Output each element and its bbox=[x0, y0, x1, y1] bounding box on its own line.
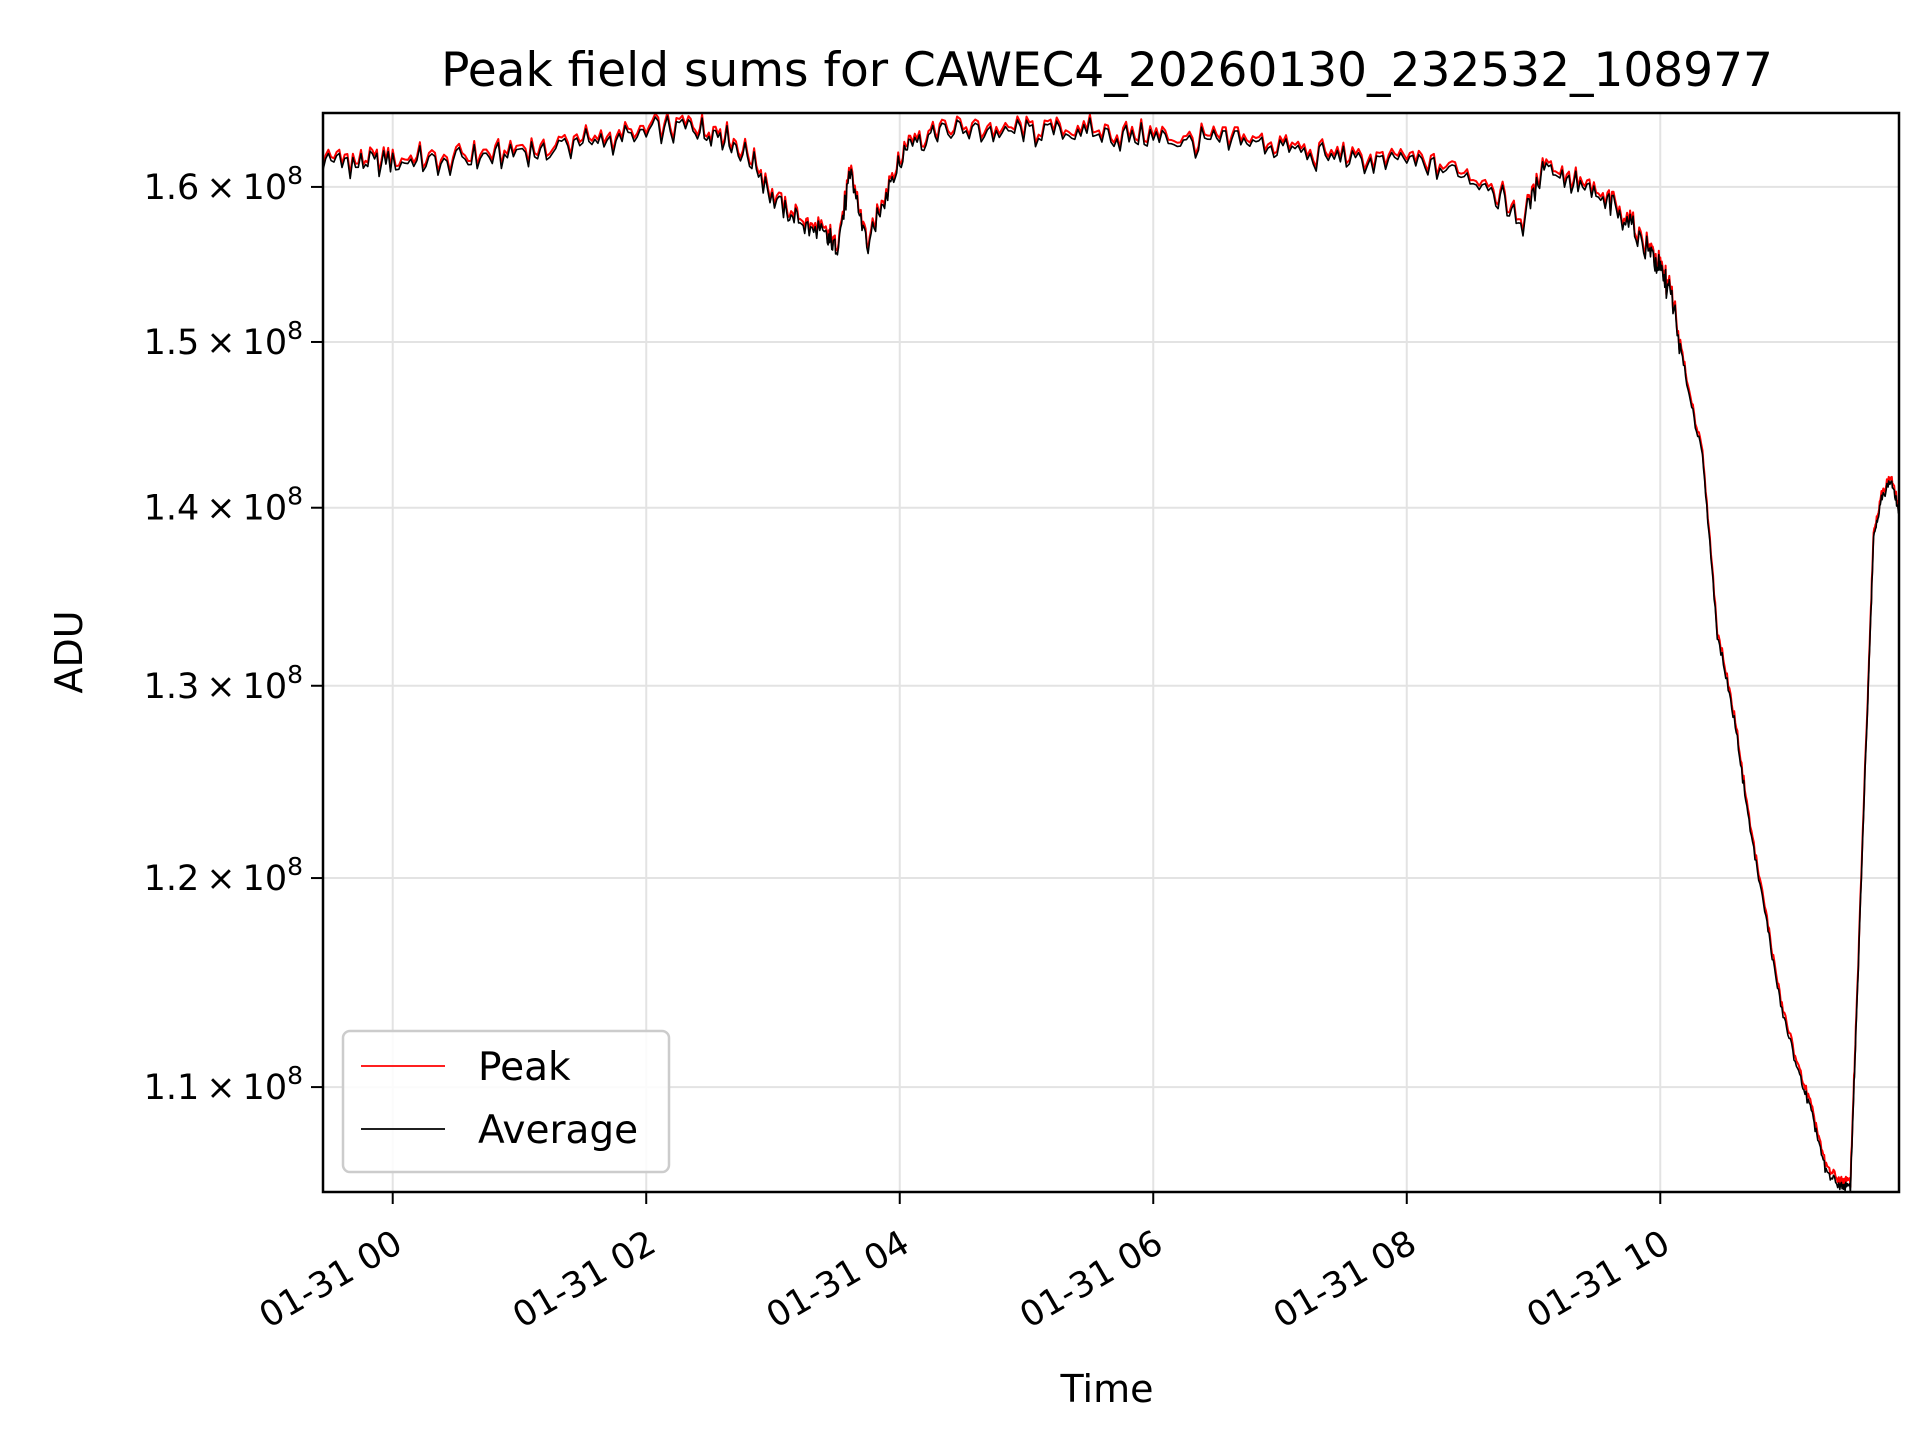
legend: Peak Average bbox=[341, 1029, 671, 1174]
x-axis-label: Time bbox=[1060, 1367, 1154, 1411]
y-tick-label: 1.3 × 108 bbox=[144, 660, 303, 707]
y-tick-label: 1.5 × 108 bbox=[144, 316, 303, 363]
grid-lines bbox=[323, 113, 1899, 1192]
series-line-peak bbox=[323, 113, 1899, 1188]
y-tick-label: 1.1 × 108 bbox=[144, 1061, 303, 1108]
y-axis-ticks: 1.1 × 108 1.2 × 108 1.3 × 108 1.4 × 108 1.5 … bbox=[144, 161, 323, 1108]
plot-frame bbox=[321, 111, 1901, 1194]
y-tick-label: 1.6 × 108 bbox=[144, 161, 303, 208]
series-line-average bbox=[323, 115, 1899, 1192]
legend-label-average: Average bbox=[478, 1108, 638, 1153]
y-axis-label: ADU bbox=[47, 610, 91, 693]
series-lines bbox=[323, 113, 1899, 1192]
y-tick-label: 1.2 × 108 bbox=[144, 852, 303, 899]
plot-area bbox=[323, 113, 1899, 1192]
y-tick-label: 1.4 × 108 bbox=[144, 482, 303, 529]
chart-title: Peak field sums for CAWEC4_20260130_2325… bbox=[441, 43, 1773, 98]
legend-label-peak: Peak bbox=[478, 1045, 571, 1090]
